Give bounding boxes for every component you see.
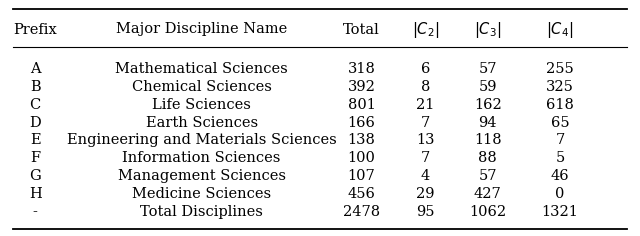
Text: 318: 318 <box>348 62 376 76</box>
Text: 166: 166 <box>348 116 376 130</box>
Text: Information Sciences: Information Sciences <box>122 151 281 165</box>
Text: 57: 57 <box>479 169 497 183</box>
Text: Chemical Sciences: Chemical Sciences <box>132 80 271 94</box>
Text: 7: 7 <box>421 116 430 130</box>
Text: -: - <box>33 205 38 219</box>
Text: H: H <box>29 187 42 201</box>
Text: 13: 13 <box>417 133 435 148</box>
Text: $|C_4|$: $|C_4|$ <box>547 20 573 39</box>
Text: 95: 95 <box>417 205 435 219</box>
Text: 427: 427 <box>474 187 502 201</box>
Text: 46: 46 <box>550 169 570 183</box>
Text: 7: 7 <box>421 151 430 165</box>
Text: D: D <box>29 116 41 130</box>
Text: 59: 59 <box>479 80 497 94</box>
Text: Earth Sciences: Earth Sciences <box>145 116 258 130</box>
Text: 21: 21 <box>417 98 435 112</box>
Text: 0: 0 <box>556 187 564 201</box>
Text: 57: 57 <box>479 62 497 76</box>
Text: 162: 162 <box>474 98 502 112</box>
Text: 138: 138 <box>348 133 376 148</box>
Text: 1062: 1062 <box>469 205 506 219</box>
Text: 94: 94 <box>479 116 497 130</box>
Text: 29: 29 <box>417 187 435 201</box>
Text: Management Sciences: Management Sciences <box>118 169 285 183</box>
Text: 4: 4 <box>421 169 430 183</box>
Text: B: B <box>30 80 40 94</box>
Text: F: F <box>30 151 40 165</box>
Text: 100: 100 <box>348 151 376 165</box>
Text: $|C_2|$: $|C_2|$ <box>412 20 439 39</box>
Text: 107: 107 <box>348 169 376 183</box>
Text: A: A <box>30 62 40 76</box>
Text: 325: 325 <box>546 80 574 94</box>
Text: 618: 618 <box>546 98 574 112</box>
Text: 118: 118 <box>474 133 502 148</box>
Text: Life Sciences: Life Sciences <box>152 98 251 112</box>
Text: C: C <box>29 98 41 112</box>
Text: 456: 456 <box>348 187 376 201</box>
Text: 88: 88 <box>478 151 497 165</box>
Text: 801: 801 <box>348 98 376 112</box>
Text: E: E <box>30 133 40 148</box>
Text: 7: 7 <box>556 133 564 148</box>
Text: G: G <box>29 169 41 183</box>
Text: Major Discipline Name: Major Discipline Name <box>116 22 287 37</box>
Text: 5: 5 <box>556 151 564 165</box>
Text: 1321: 1321 <box>541 205 579 219</box>
Text: Medicine Sciences: Medicine Sciences <box>132 187 271 201</box>
Text: 6: 6 <box>421 62 430 76</box>
Text: Total Disciplines: Total Disciplines <box>140 205 263 219</box>
Text: Prefix: Prefix <box>13 22 57 37</box>
Text: 65: 65 <box>550 116 570 130</box>
Text: 392: 392 <box>348 80 376 94</box>
Text: Engineering and Materials Sciences: Engineering and Materials Sciences <box>67 133 337 148</box>
Text: Total: Total <box>343 22 380 37</box>
Text: 255: 255 <box>546 62 574 76</box>
Text: 8: 8 <box>421 80 430 94</box>
Text: $|C_3|$: $|C_3|$ <box>474 20 501 39</box>
Text: Mathematical Sciences: Mathematical Sciences <box>115 62 288 76</box>
Text: 2478: 2478 <box>343 205 380 219</box>
